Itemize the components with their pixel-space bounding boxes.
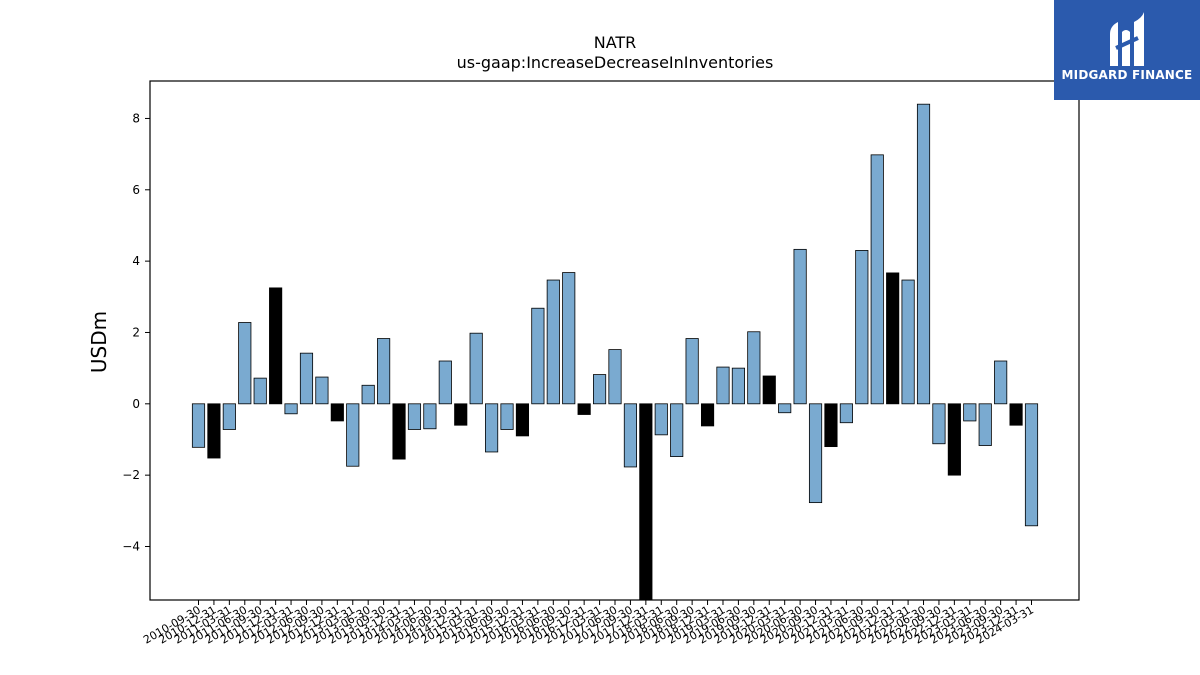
bar [963, 403, 977, 422]
bar [284, 403, 298, 415]
y-axis-label: USDm [87, 311, 111, 373]
bar [299, 352, 314, 405]
bar [1024, 403, 1039, 527]
bar [994, 360, 1008, 405]
bar [330, 403, 344, 422]
midgard-logo-icon [1110, 12, 1144, 66]
bar [916, 103, 931, 405]
bar [716, 366, 730, 405]
bar [685, 338, 699, 405]
bar [839, 403, 853, 424]
chart-subtitle: us-gaap:IncreaseDecreaseInInventories [457, 53, 774, 72]
bar [546, 279, 560, 405]
bar [207, 403, 221, 459]
bar [593, 374, 607, 405]
bar [932, 403, 946, 445]
bar [670, 403, 684, 457]
bar [1009, 403, 1023, 426]
bar [793, 248, 807, 405]
brand-name: MIDGARD FINANCE [1061, 68, 1193, 82]
y-tick-label: −2 [122, 468, 140, 482]
bar [870, 154, 884, 405]
y-tick-label: 8 [132, 111, 140, 125]
bar [361, 384, 375, 405]
bar [901, 279, 915, 405]
bar [978, 403, 992, 446]
bar [639, 403, 653, 600]
bar [808, 403, 823, 504]
bar [562, 272, 576, 405]
bar [469, 332, 483, 405]
bar [700, 403, 715, 427]
bar [438, 360, 452, 405]
bar [392, 403, 406, 460]
plot-frame [149, 80, 1080, 601]
bar [423, 403, 437, 430]
bar [778, 403, 792, 414]
bar [762, 375, 776, 405]
bar [515, 403, 530, 437]
y-tick-label: 0 [132, 397, 140, 411]
bar [577, 403, 591, 415]
bar [731, 367, 745, 405]
chart-title: NATR [594, 33, 637, 52]
x-axis: 2010-09-302010-12-312011-03-312011-06-30… [141, 600, 1036, 647]
bar [315, 376, 329, 405]
bar [377, 338, 391, 405]
y-tick-label: 4 [132, 254, 140, 268]
bar [454, 403, 468, 426]
bar [346, 403, 360, 467]
bar-series [191, 103, 1039, 600]
bar [253, 377, 267, 405]
bar [407, 403, 422, 430]
bar [947, 403, 961, 476]
bar [623, 403, 638, 468]
y-tick-label: 6 [132, 183, 140, 197]
brand-logo: MIDGARD FINANCE [1054, 0, 1200, 100]
bar [654, 403, 668, 436]
bar [886, 272, 900, 405]
bar [824, 403, 838, 448]
y-tick-label: 2 [132, 325, 140, 339]
bar [855, 250, 869, 405]
bar [531, 307, 545, 405]
bar [608, 349, 622, 405]
bar [485, 403, 499, 453]
y-axis: −4 −2 0 2 4 6 8 [122, 111, 150, 553]
bar [747, 331, 761, 405]
bar [238, 322, 252, 405]
y-tick-label: −4 [122, 539, 140, 553]
bar [500, 403, 514, 430]
bar [222, 403, 236, 430]
bar [191, 403, 206, 448]
bar [269, 287, 283, 405]
